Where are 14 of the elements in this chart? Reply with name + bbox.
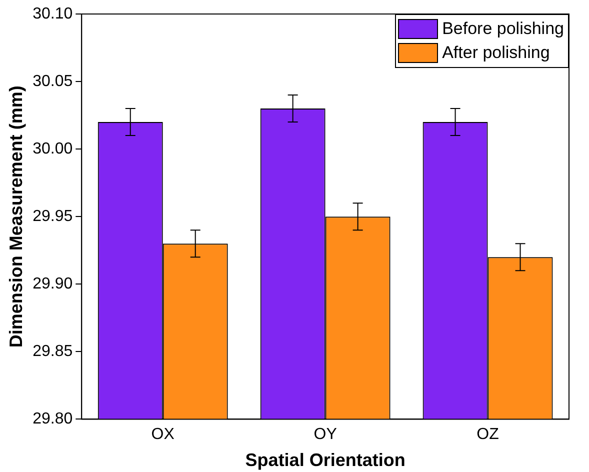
legend-label: Before polishing	[442, 19, 564, 39]
x-axis-title: Spatial Orientation	[245, 450, 406, 470]
y-tick-label: 30.10	[32, 5, 73, 22]
y-tick-label: 29.85	[32, 343, 73, 360]
x-tick-label: OX	[151, 426, 175, 444]
y-tick-label: 30.05	[32, 72, 73, 90]
legend-label: After polishing	[442, 43, 550, 63]
y-axis-title: Dimension Measurement (mm)	[6, 86, 26, 348]
y-tick-label: 29.80	[32, 410, 73, 428]
y-tick-label: 30.00	[32, 140, 73, 158]
y-tick-label: 29.95	[32, 208, 73, 226]
x-tick-label: OY	[314, 426, 338, 444]
x-tick-label: OZ	[476, 426, 500, 444]
y-tick-label: 29.90	[32, 276, 73, 293]
